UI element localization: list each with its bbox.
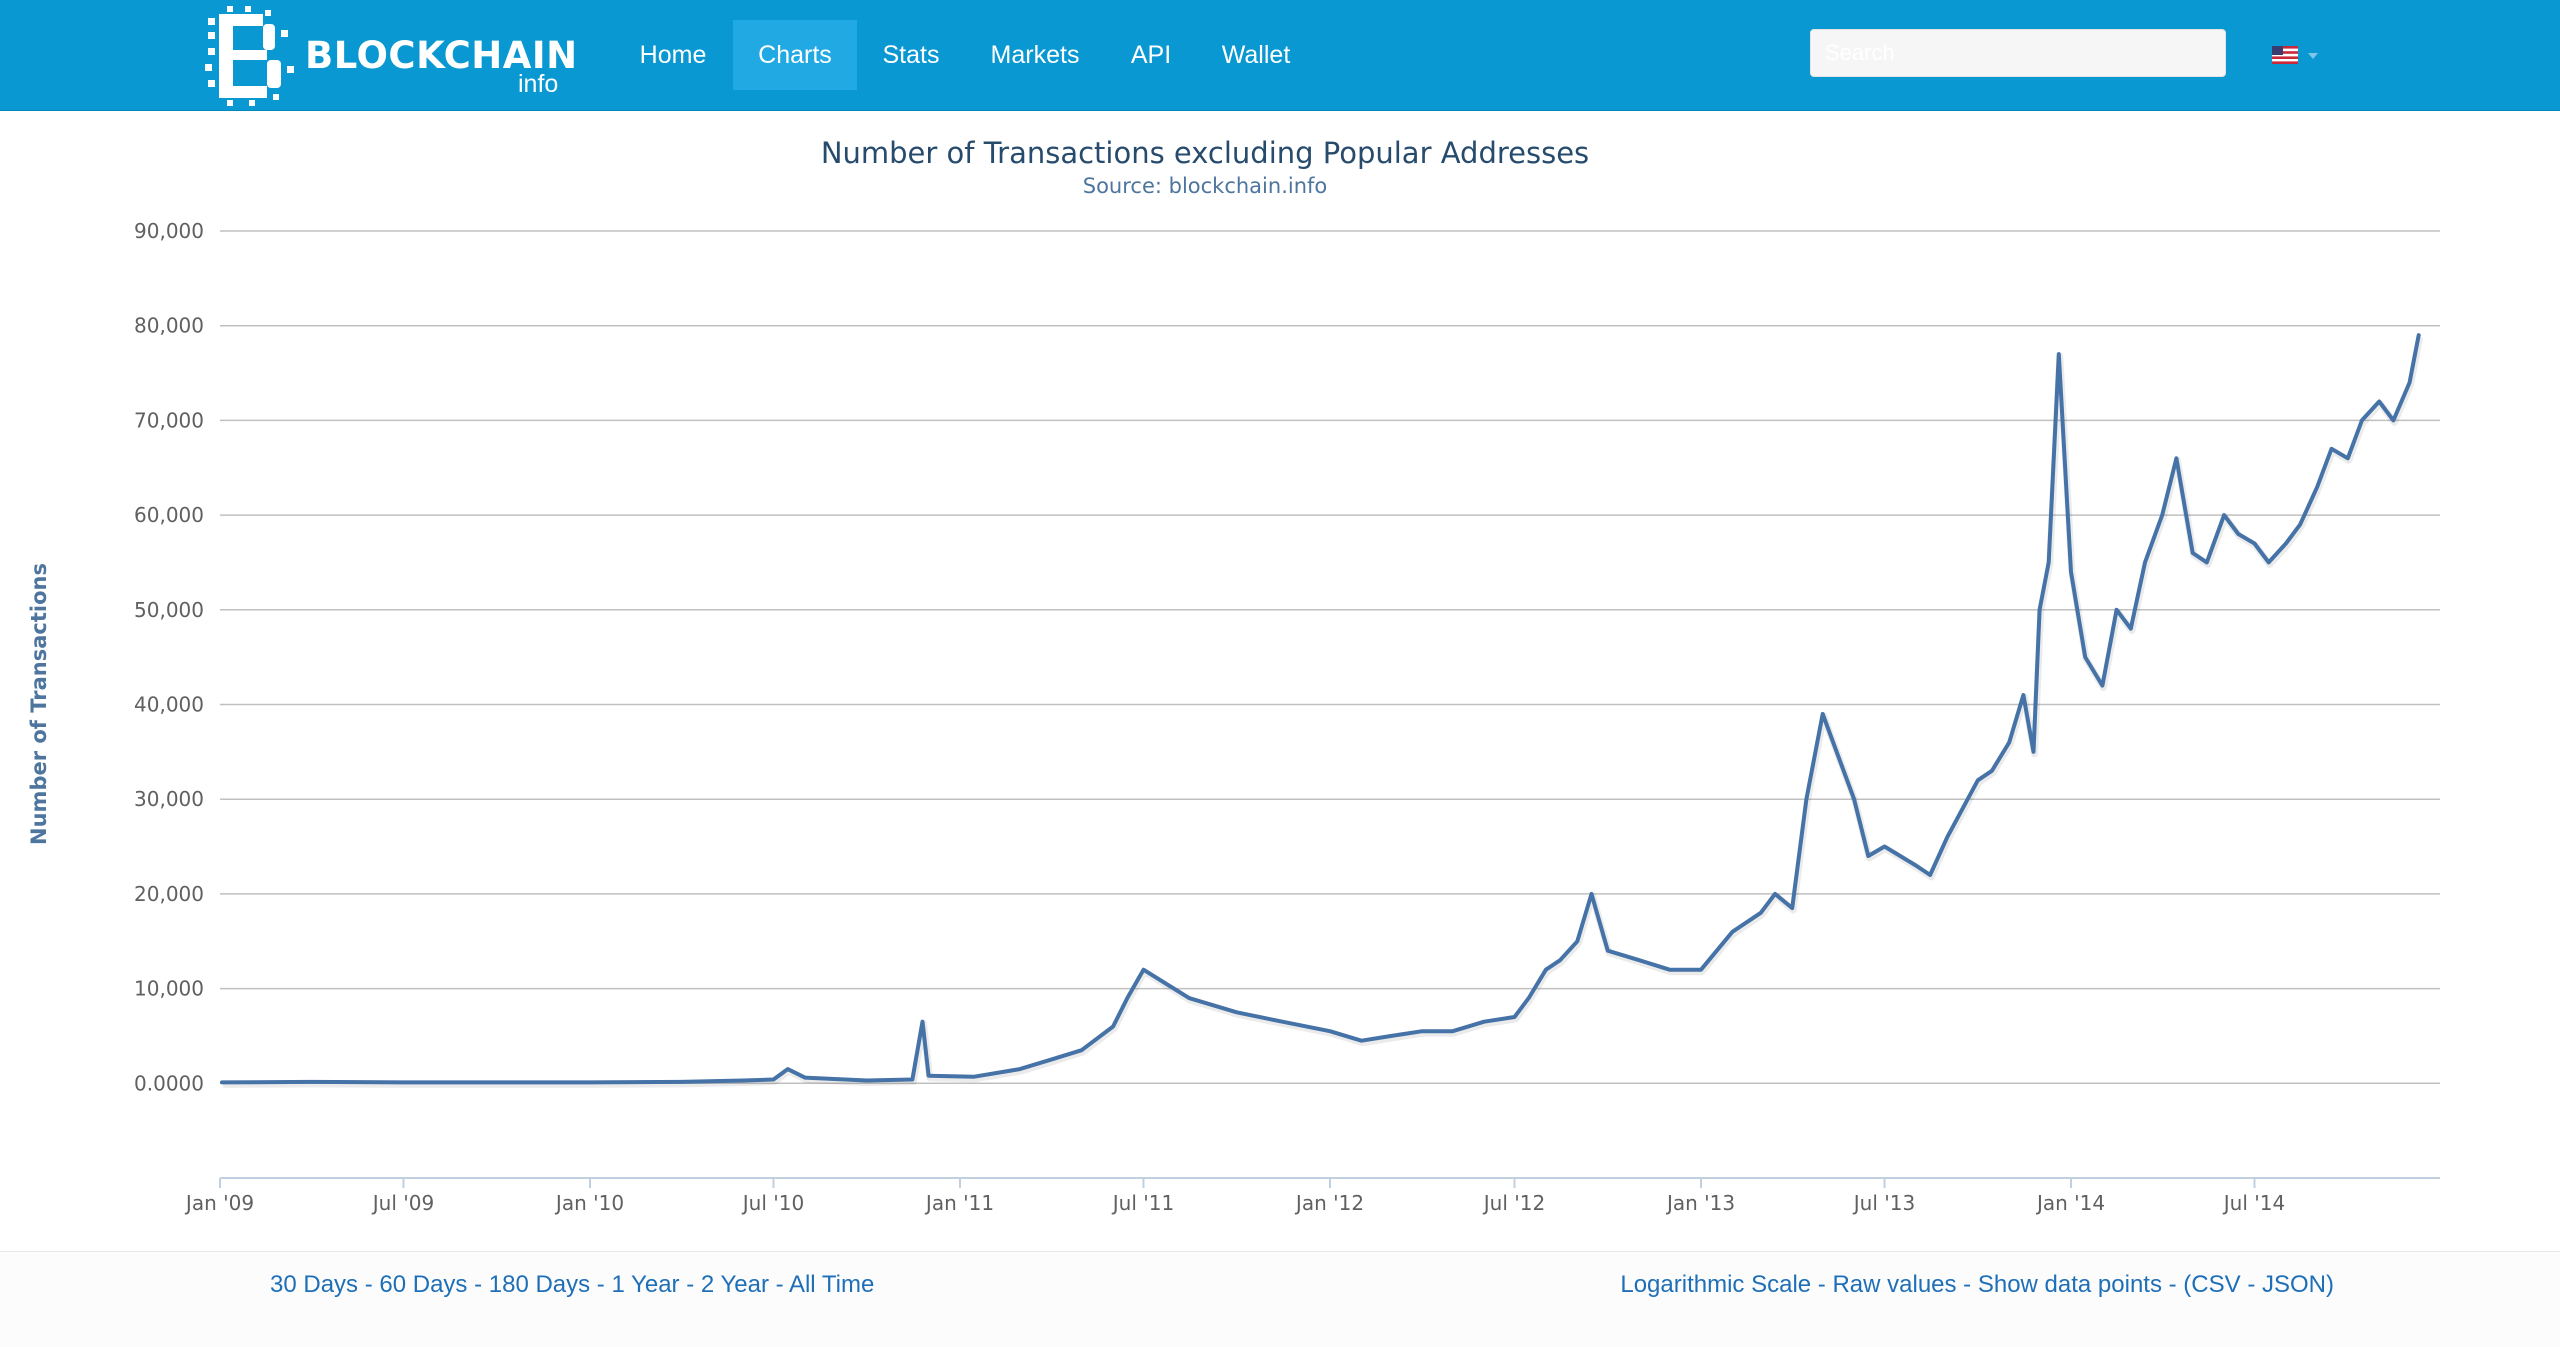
export-link-csv[interactable]: CSV <box>2191 1271 2241 1298</box>
chart-subtitle: Source: blockchain.info <box>1083 174 1328 198</box>
option-link-show-data-points[interactable]: Show data points <box>1977 1271 2162 1298</box>
x-tick-label: Jul '09 <box>371 1191 434 1215</box>
nav-wallet[interactable]: Wallet <box>1221 41 1291 69</box>
y-tick-label: 50,000 <box>134 598 204 622</box>
x-tick-label: Jul '12 <box>1482 1191 1545 1215</box>
top-navbar: BLOCKCHAIN info Home Charts Stats Market… <box>0 0 2560 111</box>
chart-options-footer: 30 Days - 60 Days - 180 Days - 1 Year - … <box>0 1251 2560 1347</box>
range-link-30-days[interactable]: 30 Days <box>270 1271 359 1298</box>
series-shadow <box>222 336 2424 1088</box>
y-tick-label: 20,000 <box>134 882 204 906</box>
nav-home[interactable]: Home <box>639 41 707 69</box>
export-link-json[interactable]: JSON <box>2261 1271 2326 1298</box>
x-tick-label: Jul '10 <box>741 1191 804 1215</box>
brand-name: BLOCKCHAIN <box>305 34 578 77</box>
x-tick-label: Jan '14 <box>2035 1191 2105 1215</box>
separator: - <box>467 1271 489 1298</box>
separator: - <box>590 1271 612 1298</box>
transactions-chart: 0.0000 10,000 20,000 30,000 40,000 50,000 60,0… <box>27 136 2440 1215</box>
nav-markets[interactable]: Markets <box>990 41 1080 69</box>
brand-subtitle: info <box>518 70 559 98</box>
y-tick-label: 40,000 <box>134 693 204 717</box>
option-link-logarithmic-scale[interactable]: Logarithmic Scale <box>1620 1271 1812 1298</box>
y-axis-title: Number of Transactions <box>27 563 51 845</box>
separator: - <box>1956 1271 1978 1298</box>
x-tick-label: Jan '10 <box>554 1191 624 1215</box>
x-tick-label: Jan '12 <box>1294 1191 1364 1215</box>
separator: - <box>358 1271 380 1298</box>
x-tick-label: Jan '13 <box>1665 1191 1735 1215</box>
separator: - <box>768 1271 789 1298</box>
y-tick-label: 80,000 <box>134 314 204 338</box>
range-link-180-days[interactable]: 180 Days <box>488 1271 591 1298</box>
separator: ) <box>2326 1271 2334 1298</box>
y-tick-label: 0.0000 <box>134 1071 204 1095</box>
y-tick-label: 10,000 <box>134 977 204 1001</box>
separator: - <box>679 1271 701 1298</box>
chart-container: 0.0000 10,000 20,000 30,000 40,000 50,000 60,0… <box>0 111 2560 1251</box>
option-link-raw-values[interactable]: Raw values <box>1832 1271 1957 1298</box>
y-tick-label: 90,000 <box>134 219 204 243</box>
nav-stats[interactable]: Stats <box>882 41 940 69</box>
separator: - <box>2240 1271 2262 1298</box>
x-tick-label: Jan '11 <box>924 1191 994 1215</box>
search-input[interactable] <box>1810 29 2226 77</box>
language-dropdown[interactable] <box>2270 43 2328 69</box>
us-flag-icon <box>2272 46 2318 64</box>
range-link-60-days[interactable]: 60 Days <box>379 1271 468 1298</box>
y-tick-label: 60,000 <box>134 503 204 527</box>
range-link-1-year[interactable]: 1 Year <box>611 1271 680 1298</box>
separator: - <box>1811 1271 1833 1298</box>
blockchain-logo-icon <box>205 6 294 106</box>
range-link-all-time[interactable]: All Time <box>788 1271 875 1298</box>
x-tick-label: Jul '13 <box>1852 1191 1915 1215</box>
y-tick-label: 70,000 <box>134 408 204 432</box>
x-tick-label: Jul '14 <box>2222 1191 2285 1215</box>
x-tick-label: Jul '11 <box>1111 1191 1174 1215</box>
nav-api[interactable]: API <box>1130 41 1172 69</box>
nav-charts[interactable]: Charts <box>733 20 857 90</box>
time-range-links: 30 Days - 60 Days - 180 Days - 1 Year - … <box>270 1271 874 1299</box>
transactions-series-line <box>220 333 2421 1085</box>
x-tick-label: Jan '09 <box>184 1191 254 1215</box>
chart-title: Number of Transactions excluding Popular… <box>821 136 1589 170</box>
range-link-2-year[interactable]: 2 Year <box>700 1271 769 1298</box>
y-tick-label: 30,000 <box>134 787 204 811</box>
chevron-down-icon <box>2308 53 2318 59</box>
brand-logo-link[interactable]: BLOCKCHAIN info <box>205 6 577 106</box>
chart-option-links: Logarithmic Scale - Raw values - Show da… <box>1620 1271 2334 1299</box>
separator: - ( <box>2161 1271 2192 1298</box>
